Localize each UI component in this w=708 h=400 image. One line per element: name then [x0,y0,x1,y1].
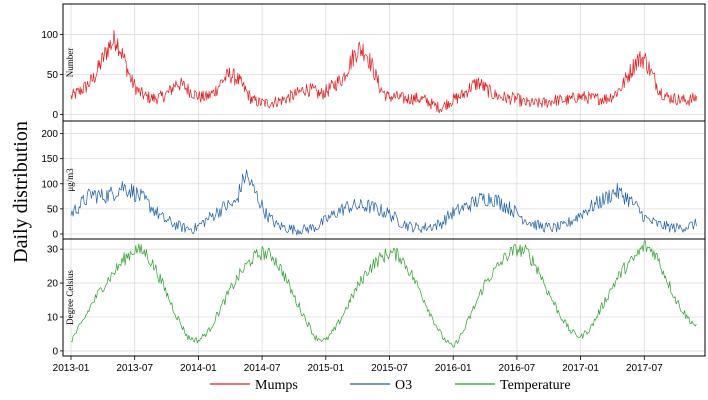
x-tick-label: 2013-07 [116,363,153,374]
x-tick-label: 2017-01 [562,363,599,374]
y-axis-label: Daily distribution [10,121,32,263]
y-tick-label: 150 [41,154,58,165]
legend-label-mumps: Mumps [255,378,298,393]
series-line-temperature [70,240,697,348]
y-tick-label: 10 [47,313,59,324]
y-tick-label: 50 [47,70,59,81]
y-tick-label: 0 [52,346,58,357]
strip-label: μg/m3 [65,168,75,192]
y-tick-label: 100 [41,179,58,190]
y-tick-label: 200 [41,129,58,140]
y-tick-label: 0 [52,229,58,240]
panel-frame [62,238,706,357]
legend: Mumps O3 Temperature [210,378,571,393]
x-tick-label: 2015-01 [307,363,344,374]
series-line-mumps [70,29,697,114]
x-tick-label: 2016-01 [435,363,472,374]
legend-label-temperature: Temperature [500,378,571,393]
y-tick-label: 0 [52,110,58,121]
y-tick-label: 50 [47,204,59,215]
x-tick-label: 2014-07 [244,363,281,374]
panel-frame [62,120,706,240]
y-tick-label: 100 [41,30,58,41]
strip-label: Degree Celsius [65,270,75,325]
panel-temperature: 0 10 20 30 Degree Celsius [47,238,706,357]
y-tick-label: 20 [47,279,59,290]
x-axis: 2013-01 2013-07 2014-01 2014-07 2015-01 2015-… [53,356,663,374]
panels: 0 50 100 Number 0 50 100 150 200 μg/m3 0 10 20 30 Degr… [41,3,706,357]
strip-label: Number [65,48,75,78]
x-tick-label: 2016-07 [499,363,536,374]
x-tick-label: 2013-01 [53,363,90,374]
panel-frame [62,3,706,122]
series-line-o3 [70,169,697,236]
x-tick-label: 2015-07 [371,363,408,374]
x-tick-label: 2017-07 [626,363,663,374]
panel-o3: 0 50 100 150 200 μg/m3 [41,120,706,240]
legend-label-o3: O3 [395,378,412,393]
x-tick-label: 2014-01 [180,363,217,374]
panel-mumps: 0 50 100 Number [41,3,706,122]
y-tick-label: 30 [47,245,59,256]
